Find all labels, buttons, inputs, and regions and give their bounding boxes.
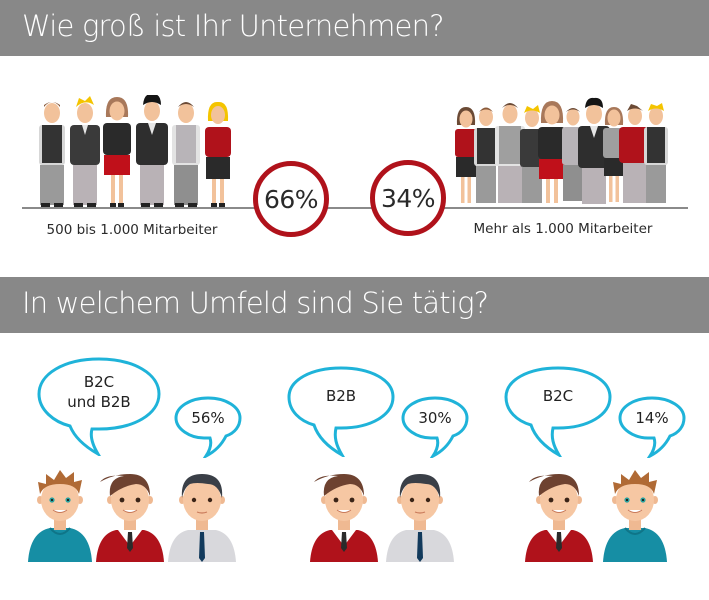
bubble-label-line2: und B2B [67, 393, 131, 411]
speech-bubble-category: B2C [503, 365, 613, 457]
ground-line [22, 207, 688, 209]
bubble-label-line1: B2B [325, 387, 357, 405]
people-group-small-icon [39, 95, 231, 208]
people-group-large-icon [455, 97, 668, 204]
percent-value: 66% [263, 184, 319, 214]
section-header-business-field: In welchem Umfeld sind Sie tätig? [0, 277, 709, 333]
speech-bubble-large-icon [504, 366, 612, 457]
people-b2b-icon [309, 473, 455, 563]
group-label-small-companies: 500 bis 1.000 Mitarbeiter [46, 222, 218, 238]
people-b2c-b2b-icon [27, 470, 237, 563]
speech-bubble-large-icon [287, 366, 395, 457]
people-b2c-icon [524, 470, 668, 563]
speech-bubble-category: B2B [286, 365, 396, 457]
section-header-company-size: Wie groß ist Ihr Unternehmen? [0, 0, 709, 56]
speech-bubble-percent: 56% [174, 396, 242, 458]
percent-circle-large-companies: 34% [370, 160, 446, 236]
speech-bubble-percent: 14% [618, 396, 686, 458]
bubble-label-line1: B2C [83, 373, 115, 391]
speech-bubble-small-icon [401, 396, 469, 458]
bubble-label-line1: B2C [542, 387, 574, 405]
bubble-percent: 56% [191, 409, 225, 427]
speech-bubble-small-icon [618, 396, 686, 458]
percent-circle-small-companies: 66% [253, 161, 329, 237]
speech-bubble-category: B2C und B2B [36, 356, 162, 456]
speech-bubble-large-icon [37, 357, 161, 456]
percent-value: 34% [380, 183, 436, 213]
section-title: In welchem Umfeld sind Sie tätig? [22, 286, 489, 320]
section-title: Wie groß ist Ihr Unternehmen? [22, 9, 445, 43]
bubble-percent: 30% [418, 409, 452, 427]
speech-bubble-small-icon [174, 396, 242, 458]
bubble-percent: 14% [635, 409, 669, 427]
speech-bubble-percent: 30% [401, 396, 469, 458]
group-label-large-companies: Mehr als 1.000 Mitarbeiter [473, 221, 653, 237]
